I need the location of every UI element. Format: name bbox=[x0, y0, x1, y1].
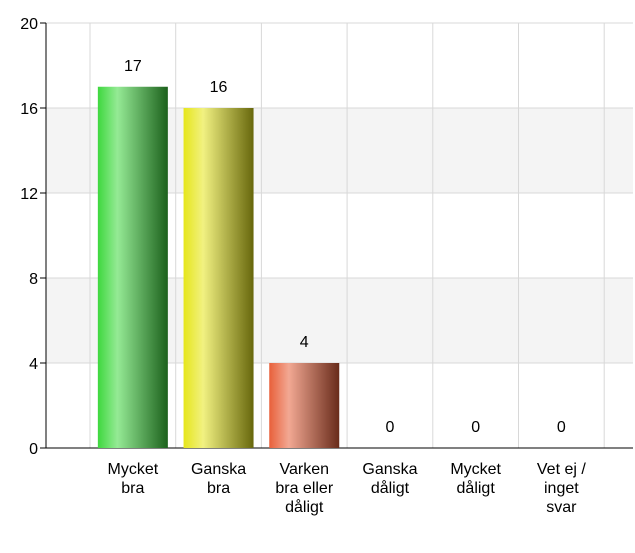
value-label: 0 bbox=[471, 419, 480, 436]
y-tick-label: 4 bbox=[29, 356, 38, 373]
label-line: Ganska bbox=[191, 461, 246, 478]
value-label: 0 bbox=[385, 419, 394, 436]
y-tick-label: 0 bbox=[29, 441, 38, 458]
x-tick-label: Varken bra eller dåligt bbox=[275, 461, 333, 516]
value-label: 0 bbox=[557, 419, 566, 436]
y-tick-label: 20 bbox=[20, 16, 38, 33]
label-line: bra eller bbox=[275, 480, 333, 497]
x-tick-label: Vet ej / inget svar bbox=[537, 461, 586, 516]
value-label: 16 bbox=[210, 79, 228, 96]
label-line: svar bbox=[546, 499, 577, 516]
bar bbox=[183, 108, 254, 448]
label-line: Varken bbox=[279, 461, 329, 478]
label-line: dåligt bbox=[457, 479, 496, 497]
value-label: 4 bbox=[300, 334, 309, 351]
y-tick-label: 8 bbox=[29, 271, 38, 288]
value-label: 17 bbox=[124, 58, 142, 75]
bar bbox=[97, 86, 168, 448]
label-line: bra bbox=[207, 480, 230, 497]
label-line: Mycket bbox=[450, 461, 501, 478]
label-line: dåligt bbox=[371, 479, 410, 497]
y-tick-label: 16 bbox=[20, 101, 38, 118]
x-tick-label: Ganska dåligt bbox=[362, 461, 417, 497]
label-line: Mycket bbox=[108, 461, 159, 478]
bar bbox=[269, 363, 340, 448]
label-line: bra bbox=[121, 480, 144, 497]
x-tick-label: Mycket dåligt bbox=[450, 461, 501, 497]
label-line: Vet ej / bbox=[537, 461, 586, 478]
label-line: dåligt bbox=[285, 498, 324, 516]
x-tick-label: Ganska bra bbox=[191, 461, 246, 497]
y-tick-label: 12 bbox=[20, 186, 38, 203]
x-tick-label: Mycket bra bbox=[108, 461, 159, 497]
label-line: inget bbox=[544, 480, 579, 497]
label-line: Ganska bbox=[362, 461, 417, 478]
